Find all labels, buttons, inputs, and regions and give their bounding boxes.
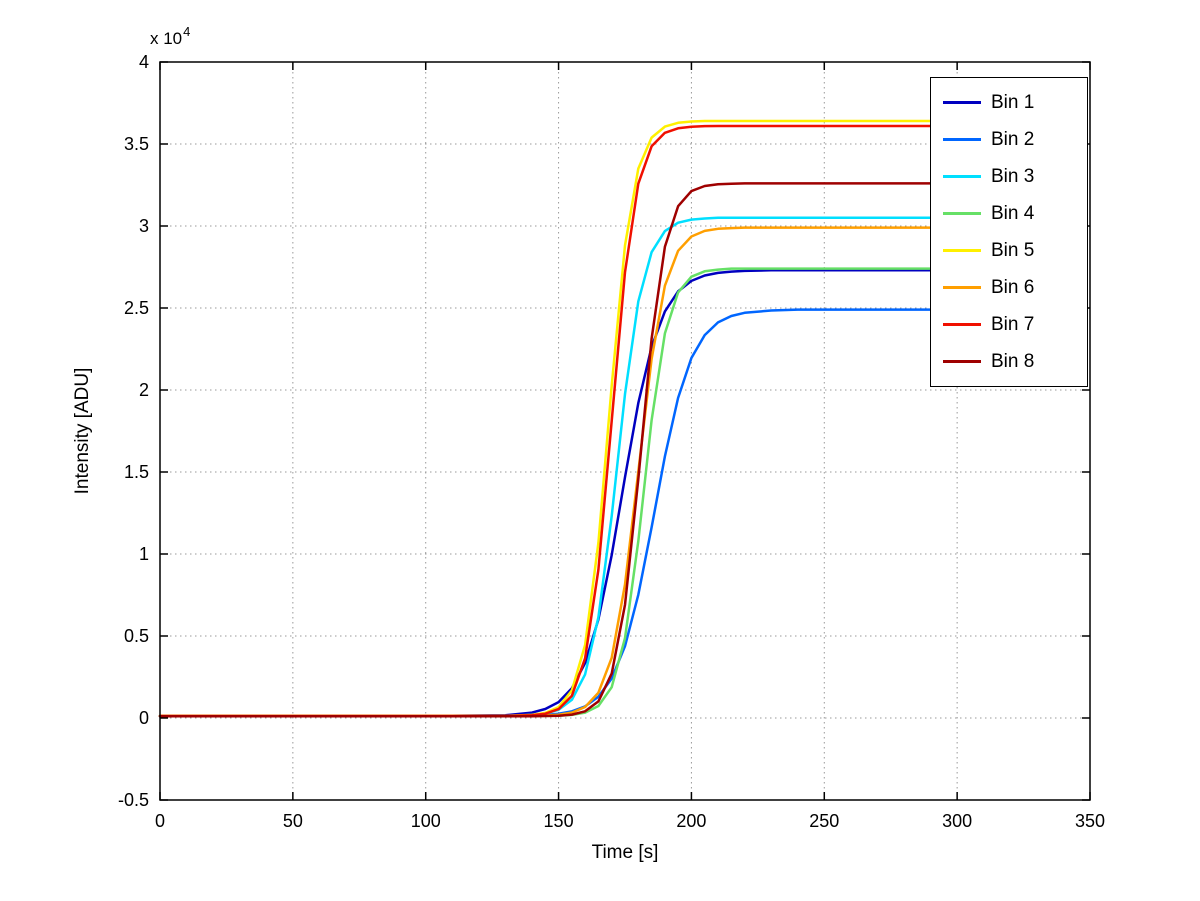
svg-text:0.5: 0.5 <box>124 626 149 646</box>
legend-entry-bin-8: Bin 8 <box>931 343 1087 380</box>
legend-swatch-bin-1 <box>943 101 981 104</box>
svg-text:0: 0 <box>139 708 149 728</box>
x-axis-label: Time [s] <box>592 842 659 863</box>
svg-text:0: 0 <box>155 811 165 831</box>
legend-swatch-bin-6 <box>943 286 981 289</box>
legend-swatch-bin-2 <box>943 138 981 141</box>
svg-text:350: 350 <box>1075 811 1105 831</box>
svg-text:-0.5: -0.5 <box>118 790 149 810</box>
svg-text:3: 3 <box>139 216 149 236</box>
legend-entry-bin-1: Bin 1 <box>931 84 1087 121</box>
svg-text:100: 100 <box>411 811 441 831</box>
legend-label-bin-8: Bin 8 <box>991 350 1035 372</box>
svg-text:50: 50 <box>283 811 303 831</box>
legend-swatch-bin-7 <box>943 323 981 326</box>
legend-swatch-bin-3 <box>943 175 981 178</box>
svg-text:2.5: 2.5 <box>124 298 149 318</box>
legend-label-bin-4: Bin 4 <box>991 202 1035 224</box>
svg-text:1.5: 1.5 <box>124 462 149 482</box>
y-axis-label: Intensity [ADU] <box>72 368 93 495</box>
legend-label-bin-3: Bin 3 <box>991 165 1035 187</box>
legend-entry-bin-2: Bin 2 <box>931 121 1087 158</box>
svg-text:4: 4 <box>139 52 149 72</box>
legend-swatch-bin-8 <box>943 360 981 363</box>
legend-label-bin-6: Bin 6 <box>991 276 1035 298</box>
legend-label-bin-2: Bin 2 <box>991 128 1035 150</box>
tick-marks <box>159 61 1091 801</box>
legend-entry-bin-6: Bin 6 <box>931 269 1087 306</box>
svg-text:1: 1 <box>139 544 149 564</box>
svg-text:3.5: 3.5 <box>124 134 149 154</box>
legend-label-bin-5: Bin 5 <box>991 239 1035 261</box>
svg-text:200: 200 <box>676 811 706 831</box>
legend-entry-bin-4: Bin 4 <box>931 195 1087 232</box>
legend: Bin 1 Bin 2 Bin 3 Bin 4 Bin 5 Bin 6 Bin 7 Bin 8 <box>930 77 1088 387</box>
series-bin-1 <box>158 269 940 718</box>
legend-entry-bin-3: Bin 3 <box>931 158 1087 195</box>
legend-swatch-bin-4 <box>943 212 981 215</box>
series-bin-8 <box>158 182 940 718</box>
x-tick-labels: 0 50 100 150 200 250 300 350 <box>155 811 1105 831</box>
svg-text:2: 2 <box>139 380 149 400</box>
y-tick-labels: -0.5 0 0.5 1 1.5 2 2.5 3 3.5 4 <box>118 52 149 810</box>
legend-entry-bin-5: Bin 5 <box>931 232 1087 269</box>
legend-label-bin-1: Bin 1 <box>991 91 1035 113</box>
legend-swatch-bin-5 <box>943 249 981 252</box>
svg-text:250: 250 <box>809 811 839 831</box>
svg-text:300: 300 <box>942 811 972 831</box>
plot-border <box>159 61 1091 801</box>
svg-text:150: 150 <box>544 811 574 831</box>
legend-entry-bin-7: Bin 7 <box>931 306 1087 343</box>
legend-label-bin-7: Bin 7 <box>991 313 1035 335</box>
